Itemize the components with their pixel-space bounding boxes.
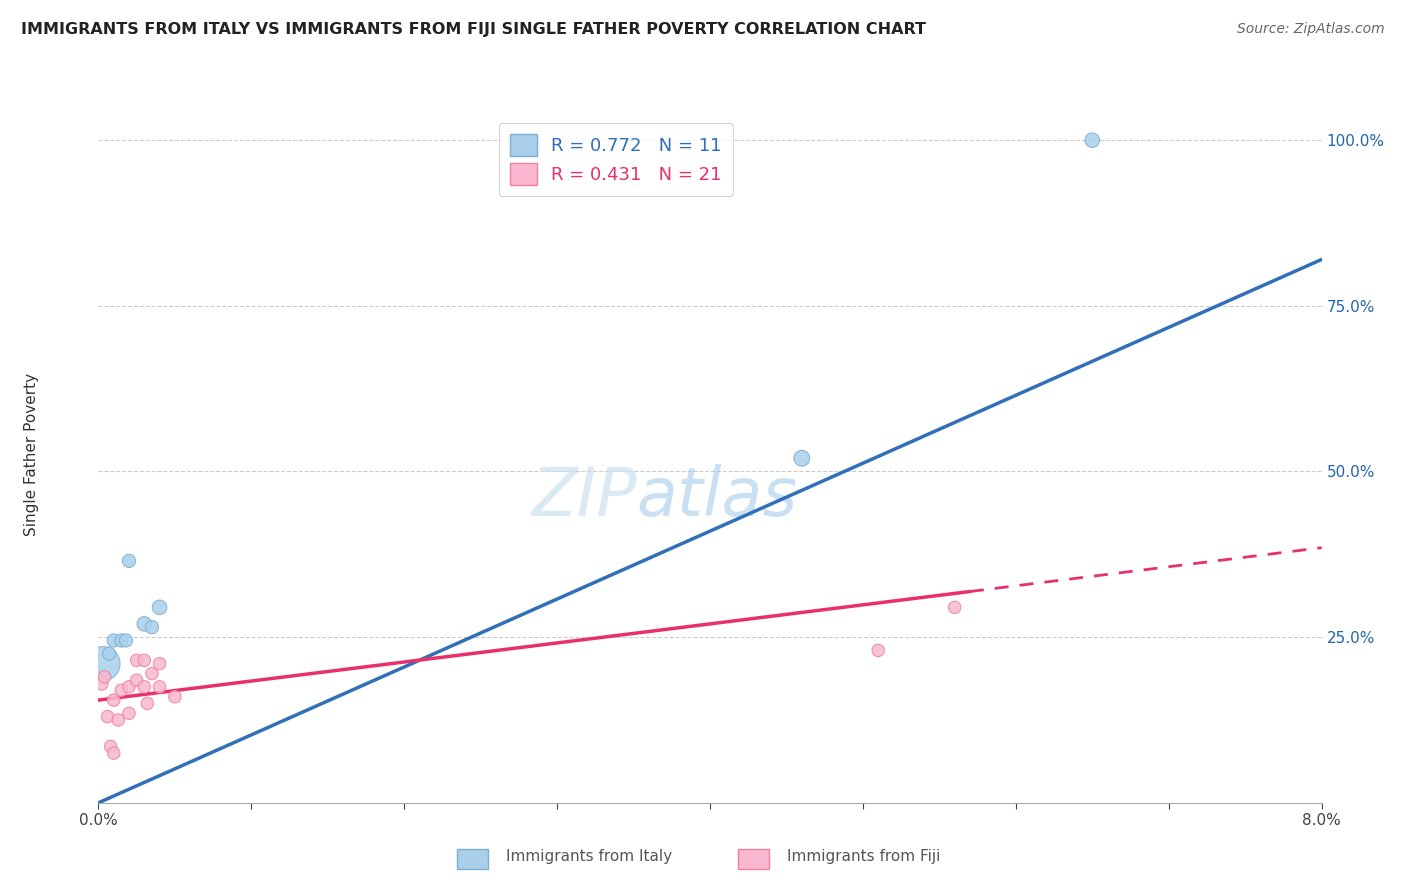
- Point: [97, 709, 120, 723]
- Point: [110, 683, 132, 698]
- Text: IMMIGRANTS FROM ITALY VS IMMIGRANTS FROM FIJI SINGLE FATHER POVERTY CORRELATION : IMMIGRANTS FROM ITALY VS IMMIGRANTS FROM…: [21, 22, 927, 37]
- Point: [134, 616, 156, 631]
- Point: [98, 647, 121, 661]
- Point: [141, 620, 163, 634]
- Text: Source: ZipAtlas.com: Source: ZipAtlas.com: [1237, 22, 1385, 37]
- Text: Immigrants from Italy: Immigrants from Italy: [506, 849, 672, 863]
- Point: [107, 713, 129, 727]
- Point: [115, 633, 138, 648]
- Text: atlas: atlas: [637, 464, 797, 530]
- Text: ZIP: ZIP: [531, 464, 637, 530]
- Text: Single Father Poverty: Single Father Poverty: [24, 374, 38, 536]
- Point: [118, 554, 141, 568]
- Point: [103, 693, 125, 707]
- Point: [790, 451, 813, 466]
- Point: [110, 633, 132, 648]
- Point: [90, 676, 112, 690]
- Point: [103, 633, 125, 648]
- Point: [149, 680, 172, 694]
- Point: [125, 673, 148, 688]
- Point: [100, 739, 122, 754]
- Point: [103, 746, 125, 760]
- Point: [118, 680, 141, 694]
- Point: [141, 666, 163, 681]
- Point: [93, 670, 115, 684]
- Point: [163, 690, 186, 704]
- Point: [868, 643, 890, 657]
- Point: [118, 706, 141, 721]
- Text: Immigrants from Fiji: Immigrants from Fiji: [787, 849, 941, 863]
- Point: [943, 600, 966, 615]
- Point: [91, 657, 114, 671]
- Point: [134, 653, 156, 667]
- Point: [136, 697, 159, 711]
- Point: [125, 653, 148, 667]
- Point: [134, 680, 156, 694]
- Point: [149, 657, 172, 671]
- Point: [1081, 133, 1104, 147]
- Legend: R = 0.772   N = 11, R = 0.431   N = 21: R = 0.772 N = 11, R = 0.431 N = 21: [499, 123, 733, 196]
- Point: [149, 600, 172, 615]
